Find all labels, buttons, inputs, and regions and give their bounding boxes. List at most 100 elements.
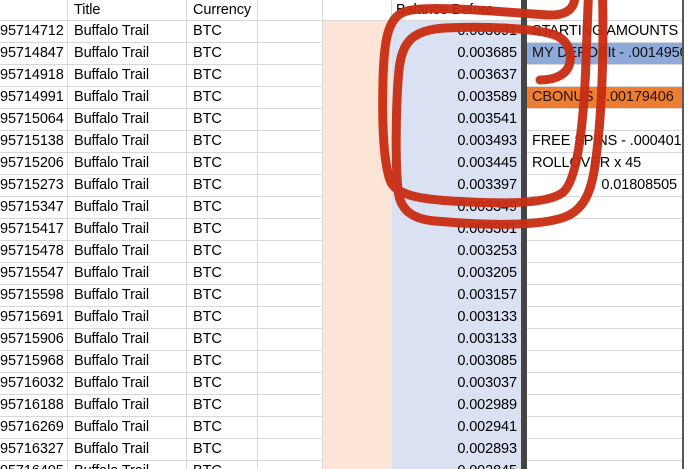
cell-note[interactable] <box>527 197 682 219</box>
cell-blank-peach[interactable] <box>323 197 392 219</box>
cell-transaction-id[interactable]: 95715347 <box>0 197 68 219</box>
cell-title[interactable]: Buffalo Trail <box>68 263 187 285</box>
cell-balance-before[interactable]: 0.003157 <box>392 285 521 307</box>
cell-currency[interactable]: BTC <box>187 285 258 307</box>
cell-balance-before[interactable]: 0.003253 <box>392 241 521 263</box>
cell-blank[interactable] <box>258 197 323 219</box>
cell-blank-peach[interactable] <box>323 109 392 131</box>
cell-blank[interactable] <box>258 131 323 153</box>
cell-transaction-id[interactable]: 95715968 <box>0 351 68 373</box>
cell-balance-before[interactable]: 0.003541 <box>392 109 521 131</box>
header-blank-2[interactable] <box>323 0 392 21</box>
cell-note[interactable] <box>527 351 682 373</box>
cell-blank[interactable] <box>258 175 323 197</box>
cell-blank[interactable] <box>258 109 323 131</box>
cell-blank[interactable] <box>258 395 323 417</box>
cell-note[interactable]: ROLLOVER x 45 <box>527 153 682 175</box>
cell-blank-peach[interactable] <box>323 417 392 439</box>
cell-currency[interactable]: BTC <box>187 219 258 241</box>
cell-transaction-id[interactable]: 95715598 <box>0 285 68 307</box>
cell-title[interactable]: Buffalo Trail <box>68 109 187 131</box>
cell-currency[interactable]: BTC <box>187 351 258 373</box>
cell-transaction-id[interactable]: 95716032 <box>0 373 68 395</box>
cell-balance-before[interactable]: 0.003637 <box>392 65 521 87</box>
cell-balance-before[interactable]: 0.002941 <box>392 417 521 439</box>
cell-currency[interactable]: BTC <box>187 373 258 395</box>
cell-title[interactable]: Buffalo Trail <box>68 219 187 241</box>
cell-note[interactable] <box>527 241 682 263</box>
cell-transaction-id[interactable]: 95716188 <box>0 395 68 417</box>
cell-blank-peach[interactable] <box>323 439 392 461</box>
cell-title[interactable]: Buffalo Trail <box>68 175 187 197</box>
cell-transaction-id[interactable]: 95715064 <box>0 109 68 131</box>
cell-currency[interactable]: BTC <box>187 87 258 109</box>
cell-transaction-id[interactable]: 95716405 <box>0 461 68 469</box>
cell-transaction-id[interactable]: 95715417 <box>0 219 68 241</box>
cell-blank-peach[interactable] <box>323 87 392 109</box>
cell-blank-peach[interactable] <box>323 241 392 263</box>
cell-title[interactable]: Buffalo Trail <box>68 43 187 65</box>
cell-blank-peach[interactable] <box>323 219 392 241</box>
cell-transaction-id[interactable]: 95715206 <box>0 153 68 175</box>
header-title[interactable]: Title <box>68 0 187 21</box>
cell-blank-peach[interactable] <box>323 461 392 469</box>
cell-transaction-id[interactable]: 95715547 <box>0 263 68 285</box>
cell-blank[interactable] <box>258 263 323 285</box>
cell-balance-before[interactable]: 0.003349 <box>392 197 521 219</box>
cell-currency[interactable]: BTC <box>187 307 258 329</box>
cell-balance-before[interactable]: 0.002989 <box>392 395 521 417</box>
cell-blank[interactable] <box>258 153 323 175</box>
cell-blank[interactable] <box>258 307 323 329</box>
header-note[interactable] <box>527 0 682 21</box>
cell-currency[interactable]: BTC <box>187 197 258 219</box>
cell-blank[interactable] <box>258 285 323 307</box>
header-balance-before[interactable]: Balance Before <box>392 0 521 21</box>
cell-note[interactable] <box>527 219 682 241</box>
cell-currency[interactable]: BTC <box>187 131 258 153</box>
cell-note[interactable]: FREE SPINS - .00040189 <box>527 131 682 153</box>
cell-blank[interactable] <box>258 373 323 395</box>
cell-blank[interactable] <box>258 439 323 461</box>
cell-currency[interactable]: BTC <box>187 43 258 65</box>
cell-blank-peach[interactable] <box>323 263 392 285</box>
cell-blank-peach[interactable] <box>323 175 392 197</box>
cell-balance-before[interactable]: 0.003205 <box>392 263 521 285</box>
cell-note[interactable] <box>527 285 682 307</box>
cell-title[interactable]: Buffalo Trail <box>68 285 187 307</box>
cell-title[interactable]: Buffalo Trail <box>68 329 187 351</box>
cell-currency[interactable]: BTC <box>187 241 258 263</box>
cell-currency[interactable]: BTC <box>187 395 258 417</box>
cell-blank[interactable] <box>258 329 323 351</box>
cell-currency[interactable]: BTC <box>187 263 258 285</box>
cell-note[interactable]: 0.01808505 <box>527 175 682 197</box>
cell-currency[interactable]: BTC <box>187 21 258 43</box>
cell-title[interactable]: Buffalo Trail <box>68 65 187 87</box>
cell-currency[interactable]: BTC <box>187 65 258 87</box>
cell-blank-peach[interactable] <box>323 43 392 65</box>
cell-blank[interactable] <box>258 65 323 87</box>
cell-note[interactable] <box>527 395 682 417</box>
cell-title[interactable]: Buffalo Trail <box>68 131 187 153</box>
cell-title[interactable]: Buffalo Trail <box>68 307 187 329</box>
cell-balance-before[interactable]: 0.003085 <box>392 351 521 373</box>
cell-blank-peach[interactable] <box>323 285 392 307</box>
cell-blank-peach[interactable] <box>323 21 392 43</box>
cell-note[interactable]: CBONUS - .00179406 <box>527 87 682 109</box>
cell-blank-peach[interactable] <box>323 65 392 87</box>
cell-transaction-id[interactable]: 95716269 <box>0 417 68 439</box>
cell-currency[interactable]: BTC <box>187 417 258 439</box>
cell-currency[interactable]: BTC <box>187 439 258 461</box>
cell-blank-peach[interactable] <box>323 307 392 329</box>
cell-title[interactable]: Buffalo Trail <box>68 417 187 439</box>
header-blank-1[interactable] <box>258 0 323 21</box>
cell-note[interactable] <box>527 373 682 395</box>
cell-transaction-id[interactable]: 95715478 <box>0 241 68 263</box>
cell-note[interactable] <box>527 65 682 87</box>
cell-note[interactable] <box>527 439 682 461</box>
cell-balance-before[interactable]: 0.003397 <box>392 175 521 197</box>
cell-title[interactable]: Buffalo Trail <box>68 87 187 109</box>
cell-title[interactable]: Buffalo Trail <box>68 21 187 43</box>
cell-transaction-id[interactable]: 95714712 <box>0 21 68 43</box>
cell-transaction-id[interactable]: 95715906 <box>0 329 68 351</box>
cell-blank-peach[interactable] <box>323 131 392 153</box>
